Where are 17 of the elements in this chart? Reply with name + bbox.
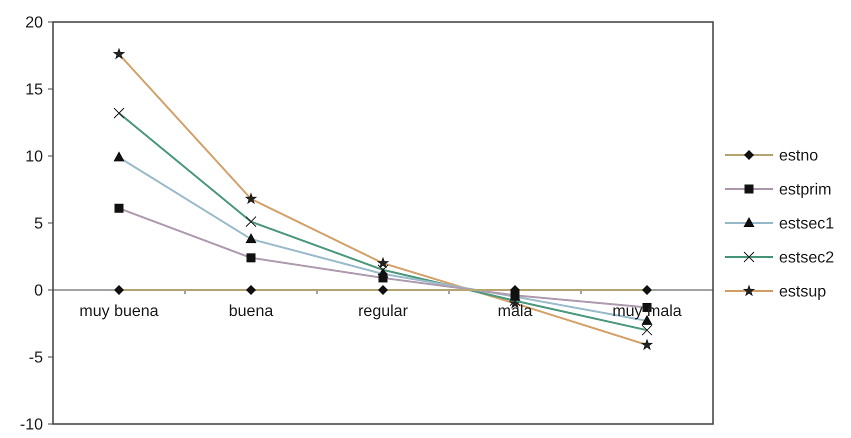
- y-tick-label: 10: [25, 148, 44, 166]
- y-tick-label: 15: [25, 82, 44, 99]
- y-tick-label: 20: [25, 14, 44, 32]
- x-tick-label: muy buena: [79, 303, 159, 320]
- y-tick-label: 5: [34, 216, 44, 233]
- legend-label: estsec1: [779, 216, 834, 233]
- x-tick-label: buena: [228, 303, 274, 320]
- y-tick-label: 0: [34, 282, 44, 300]
- legend-label: estsec2: [779, 250, 834, 267]
- y-tick-label: -10: [20, 416, 44, 434]
- legend-label: estsup: [779, 284, 826, 301]
- x-tick-label: muy mala: [612, 303, 682, 320]
- legend-label: estno: [779, 148, 818, 165]
- x-tick-label: mala: [498, 303, 532, 320]
- legend-label: estprim: [779, 182, 832, 199]
- y-tick-label: -5: [28, 350, 44, 367]
- x-tick-label: regular: [358, 303, 409, 320]
